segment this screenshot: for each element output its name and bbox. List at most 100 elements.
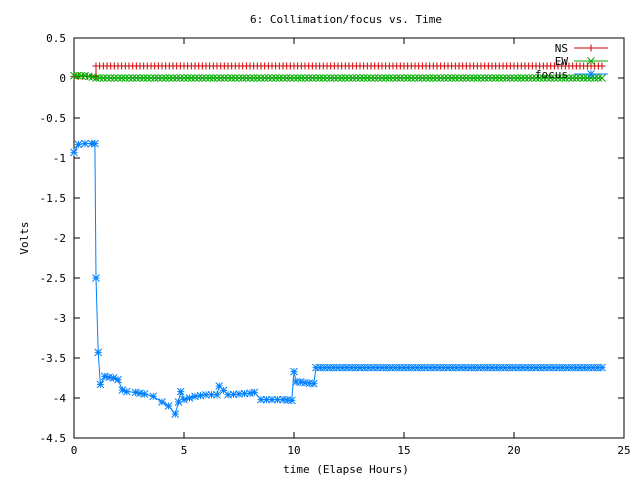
data-point: [492, 363, 501, 372]
data-point: [413, 363, 422, 372]
data-point: [491, 74, 500, 82]
data-point: [400, 74, 408, 82]
data-point: [268, 395, 276, 404]
data-point: [242, 74, 251, 82]
data-point: [404, 363, 413, 372]
y-tick-label: 0: [59, 72, 66, 85]
data-point: [262, 395, 271, 404]
y-tick-label: 0.5: [46, 32, 66, 45]
data-point: [411, 74, 419, 82]
data-point: [480, 74, 489, 82]
y-tick-label: -4.5: [40, 432, 67, 445]
data-point: [466, 74, 474, 82]
data-point: [136, 74, 144, 82]
data-point: [337, 74, 346, 82]
data-point: [341, 74, 350, 82]
data-point: [510, 363, 518, 372]
x-tick-label: 5: [181, 444, 188, 457]
data-point: [452, 363, 461, 372]
data-point: [316, 363, 325, 372]
data-point: [395, 363, 404, 372]
data-point: [202, 390, 210, 399]
series-line: [73, 143, 602, 416]
data-point: [161, 74, 170, 82]
data-point: [496, 363, 505, 372]
data-point: [352, 74, 361, 82]
data-point: [180, 74, 188, 82]
data-point: [220, 74, 229, 82]
data-point: [356, 363, 364, 372]
data-point: [444, 363, 452, 372]
data-point: [268, 74, 276, 82]
data-point: [121, 74, 130, 82]
data-point: [439, 363, 448, 372]
data-point: [297, 74, 306, 82]
data-point: [418, 74, 427, 82]
data-point: [510, 74, 518, 82]
legend-label: NS: [555, 42, 568, 55]
data-point: [296, 378, 305, 386]
data-point: [109, 374, 118, 382]
data-point: [523, 363, 532, 372]
data-point: [334, 74, 342, 82]
data-point: [319, 74, 328, 82]
series-layer: [70, 62, 606, 418]
data-point: [513, 74, 522, 82]
data-point: [246, 389, 254, 398]
x-tick-label: 10: [287, 444, 300, 457]
data-point: [469, 74, 478, 82]
data-point: [77, 71, 86, 80]
data-point: [407, 74, 416, 82]
data-point: [213, 74, 221, 82]
x-tick-label: 0: [71, 444, 78, 457]
x-axis-label: time (Elapse Hours): [283, 463, 409, 476]
data-point: [488, 363, 496, 372]
data-point: [347, 363, 356, 372]
data-point: [187, 74, 196, 82]
data-point: [359, 74, 368, 82]
data-point: [436, 74, 445, 82]
data-point: [334, 363, 342, 372]
data-point: [435, 363, 444, 372]
data-point: [235, 74, 243, 82]
y-tick-label: -0.5: [40, 112, 67, 125]
data-point: [315, 74, 324, 82]
y-tick-label: -4: [53, 392, 67, 405]
data-point: [470, 363, 479, 372]
legend-label: EW: [555, 55, 569, 68]
data-point: [312, 74, 320, 82]
data-point: [100, 372, 109, 381]
series-ns: [70, 62, 606, 80]
data-point: [351, 363, 360, 372]
data-point: [561, 74, 570, 82]
data-point: [546, 74, 555, 82]
data-point: [329, 363, 338, 372]
data-point: [426, 363, 435, 372]
data-point: [484, 74, 493, 82]
legend-swatch-marker: [587, 57, 595, 65]
data-point: [301, 378, 309, 387]
data-point: [584, 363, 593, 372]
x-tick-label: 25: [617, 444, 630, 457]
data-point: [571, 363, 580, 372]
data-point: [92, 74, 100, 82]
data-point: [191, 74, 199, 82]
data-point: [257, 395, 265, 404]
data-point: [96, 380, 105, 389]
data-point: [425, 74, 434, 82]
data-point: [224, 74, 232, 82]
data-point: [105, 373, 114, 382]
data-point: [429, 74, 438, 82]
data-point: [451, 74, 460, 82]
data-point: [224, 390, 232, 399]
data-point: [495, 74, 504, 82]
data-point: [271, 74, 280, 82]
data-point: [94, 348, 103, 357]
data-point: [264, 74, 273, 82]
data-point: [565, 74, 573, 82]
data-point: [554, 363, 562, 372]
data-point: [132, 74, 141, 82]
data-point: [400, 363, 408, 372]
data-point: [92, 274, 100, 282]
